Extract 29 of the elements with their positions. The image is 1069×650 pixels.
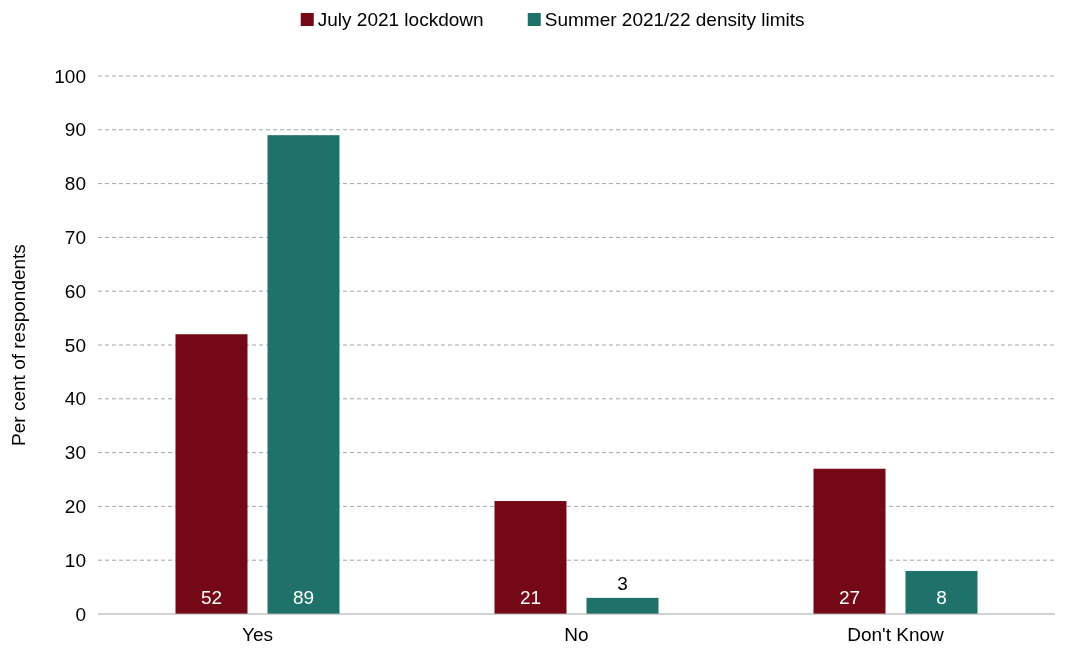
legend-label: July 2021 lockdown — [317, 9, 484, 30]
bar — [175, 334, 248, 614]
bar — [586, 597, 659, 614]
bar — [494, 501, 567, 614]
y-tick-label: 50 — [64, 334, 86, 356]
data-label: 8 — [936, 587, 947, 608]
y-tick-label: 0 — [75, 603, 86, 625]
x-tick-label: Yes — [242, 624, 273, 645]
data-label: 27 — [838, 587, 861, 608]
y-tick-label: 80 — [64, 173, 86, 195]
bar — [813, 468, 886, 614]
y-axis-title: Per cent of respondents — [8, 244, 29, 446]
bar — [267, 135, 340, 614]
y-tick-label: 100 — [54, 65, 86, 87]
data-label: 21 — [519, 587, 542, 608]
data-label: 89 — [292, 587, 315, 608]
y-tick-label: 90 — [64, 119, 86, 141]
x-tick-label: Don't Know — [847, 624, 945, 645]
y-tick-label: 20 — [64, 496, 86, 518]
data-label: 52 — [200, 587, 223, 608]
y-tick-label: 60 — [64, 280, 86, 302]
legend-label: Summer 2021/22 density limits — [544, 9, 805, 30]
y-tick-label: 30 — [64, 442, 86, 464]
y-tick-label: 70 — [64, 227, 86, 249]
y-tick-label: 40 — [64, 388, 86, 410]
bar — [905, 570, 978, 614]
x-tick-label: No — [564, 624, 589, 645]
data-label: 3 — [617, 572, 628, 594]
y-tick-label: 10 — [64, 549, 86, 571]
